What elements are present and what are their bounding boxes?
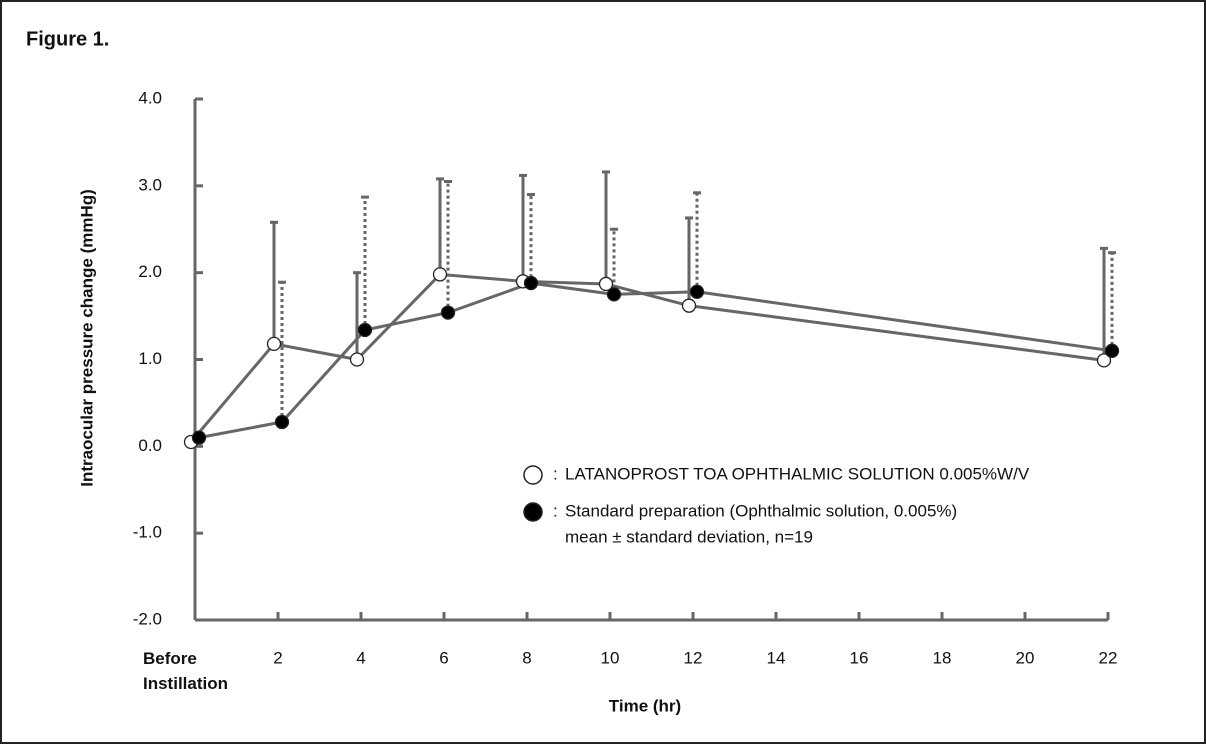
error-bar (361, 195, 369, 330)
x-tick-label: 20 (1016, 648, 1035, 667)
error-bar (1100, 246, 1108, 361)
y-tick-label: 4.0 (138, 88, 162, 107)
legend-separator: : (553, 464, 558, 483)
legend-label: LATANOPROST TOA OPHTHALMIC SOLUTION 0.00… (565, 464, 1030, 483)
data-point (440, 305, 456, 320)
data-point (1096, 353, 1112, 368)
data-point (606, 287, 622, 302)
data-point (598, 276, 614, 292)
x-tick-label: 14 (767, 648, 786, 667)
y-tick-label: 1.0 (138, 349, 162, 368)
x-tick-label: 2 (273, 648, 282, 667)
error-bar (527, 193, 535, 284)
legend-marker (523, 465, 543, 485)
legend-separator: : (553, 501, 558, 520)
legend-note: mean ± standard deviation, n=19 (565, 527, 813, 546)
data-point (432, 267, 448, 282)
y-tick-label: -1.0 (133, 523, 162, 542)
chart-title: Figure 1. (26, 28, 109, 50)
x-tick-label: 12 (684, 648, 703, 667)
data-point (681, 298, 697, 313)
error-bar (1108, 251, 1116, 351)
error-bar (602, 170, 610, 284)
legend-marker (523, 502, 543, 522)
legend-label: Standard preparation (Ophthalmic solutio… (565, 501, 957, 520)
x-tick-label: 10 (601, 648, 620, 667)
error-bar (610, 227, 618, 295)
data-point (349, 352, 365, 367)
series-line (198, 281, 1113, 440)
x-tick-label: 8 (522, 648, 531, 667)
data-point (191, 430, 207, 445)
y-axis-label: Intraocular pressure change (mmHg) (77, 189, 96, 487)
y-tick-label: -2.0 (133, 609, 162, 628)
x-tick-label: 18 (933, 648, 952, 667)
data-point (1104, 343, 1120, 358)
x-tick-label: 16 (850, 648, 869, 667)
error-bar (270, 220, 278, 344)
data-point (689, 284, 705, 299)
error-bar (436, 177, 444, 275)
error-bar (519, 173, 527, 282)
error-bar (444, 179, 452, 313)
y-tick-label: 3.0 (138, 175, 162, 194)
y-tick-label: 0.0 (138, 436, 162, 455)
error-bar (278, 280, 286, 423)
error-bar (353, 271, 361, 360)
x-tick-label: 4 (356, 648, 365, 667)
x-axis-label: Time (hr) (609, 696, 681, 715)
data-point (266, 336, 282, 352)
x-tick-label: Before Instillation (143, 649, 228, 693)
x-tick-label: 22 (1099, 648, 1118, 667)
data-point (274, 414, 290, 430)
data-point (357, 322, 373, 338)
error-bar (693, 191, 701, 292)
x-tick-label: 6 (439, 648, 448, 667)
series-line (189, 272, 1105, 443)
y-tick-label: 2.0 (138, 262, 162, 281)
data-point (523, 275, 539, 291)
